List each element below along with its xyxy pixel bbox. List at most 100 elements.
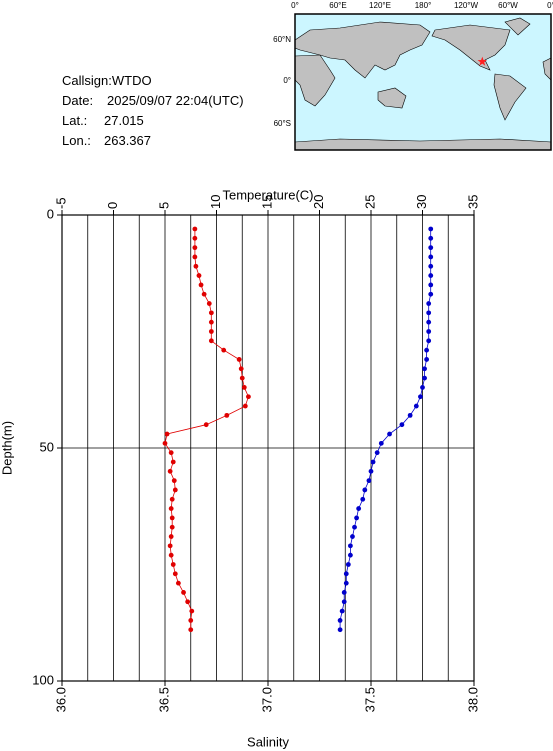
profile-point	[196, 273, 202, 278]
profile-point	[428, 235, 434, 241]
profile-point	[428, 245, 434, 251]
land	[504, 17, 531, 36]
profile-point	[407, 412, 413, 418]
profile-point	[208, 338, 214, 344]
profile-point	[172, 571, 178, 577]
profile-point	[387, 431, 392, 437]
profile-point	[167, 543, 173, 549]
profile-point	[181, 590, 186, 595]
profile-point	[162, 440, 168, 446]
land	[294, 21, 431, 79]
map-lon-label: 0°	[291, 1, 299, 10]
profile-point	[339, 608, 345, 614]
land	[294, 138, 552, 151]
x-axis-title: Salinity	[247, 734, 289, 749]
profile-point	[206, 301, 212, 306]
profile-point	[175, 580, 181, 586]
profile-point	[169, 496, 175, 502]
profile-point	[192, 254, 198, 260]
profile-line	[164, 229, 249, 630]
profile-point	[428, 282, 434, 288]
profile-point	[203, 422, 209, 428]
x2-tick-label: 0	[105, 202, 120, 209]
profile-point	[428, 226, 434, 232]
map-lon-label: 120°E	[369, 1, 391, 10]
profile-point	[193, 263, 199, 269]
profile-point	[192, 245, 198, 251]
map-lon-label: 0°	[547, 1, 553, 10]
profile-point	[168, 552, 174, 558]
profile-point	[343, 580, 349, 586]
profile-point	[366, 478, 372, 484]
profile-point	[239, 375, 245, 381]
profile-point	[426, 338, 432, 344]
y-axis-title: Depth(m)	[0, 421, 14, 475]
land	[431, 24, 511, 71]
profile-point	[422, 366, 427, 372]
x-tick-label: 38.0	[465, 687, 480, 712]
x2-tick-label: 35	[465, 195, 480, 209]
profile-point	[201, 291, 207, 297]
map: 0° 60°E 120°E 180° 120°W 60°W 0° 60°N 0° 60°S	[273, 1, 553, 151]
profile-point	[424, 357, 430, 362]
info-line: Lat.: 27.015	[62, 113, 144, 128]
x-tick-label: 37.0	[259, 687, 274, 712]
map-lat-label: 60°N	[273, 35, 291, 44]
profile-point	[426, 310, 432, 316]
x2-tick-label: 10	[208, 195, 223, 209]
profile-point	[370, 459, 376, 465]
profile-point	[354, 515, 359, 521]
profile-point	[345, 562, 351, 567]
profile-point	[341, 599, 347, 605]
profile-point	[238, 366, 244, 372]
profile-point	[360, 496, 366, 502]
profile-point	[426, 329, 432, 334]
profile-point	[208, 319, 214, 325]
map-lon-label: 120°W	[454, 1, 479, 10]
map-lon-label: 60°W	[498, 1, 518, 10]
profile-point	[428, 254, 434, 260]
land	[377, 87, 407, 109]
x-tick-label: 36.5	[156, 687, 171, 712]
profile-point	[420, 385, 425, 390]
x2-tick-label: 15	[259, 195, 274, 209]
profile-point	[188, 618, 194, 623]
info-label: Date:	[62, 93, 93, 108]
x2-tick-label: 25	[362, 195, 377, 209]
profile-point	[426, 319, 432, 325]
land	[493, 73, 527, 121]
profile-point	[169, 524, 175, 530]
profile-point	[413, 403, 419, 409]
profile-point	[368, 468, 374, 474]
profile-point	[224, 412, 230, 418]
profile-point	[185, 599, 191, 605]
profile-point	[241, 385, 247, 390]
station-marker	[477, 56, 487, 66]
y-tick-label: 100	[32, 672, 54, 687]
profile-point	[189, 608, 195, 614]
profile-point	[242, 403, 248, 409]
profile-point	[170, 459, 176, 465]
map-lat-label: 60°S	[274, 119, 291, 128]
profile-point	[168, 450, 174, 456]
y-tick-label: 0	[47, 206, 54, 221]
info-block: Callsign:WTDO Date: 2025/09/07 22:04(UTC)…	[62, 73, 244, 148]
profile-point	[208, 329, 214, 334]
info-value: 263.367	[104, 133, 151, 148]
profile-point	[164, 431, 170, 437]
profile-point	[350, 534, 355, 539]
profile-point	[236, 357, 242, 362]
x2-tick-label: 5	[156, 202, 171, 209]
profile-point	[168, 534, 174, 539]
y-tick-label: 50	[40, 439, 54, 454]
profile-point	[192, 235, 198, 241]
profile-point	[208, 310, 214, 316]
profile-point	[171, 478, 177, 484]
profile-point	[170, 562, 176, 567]
profile-point	[399, 422, 405, 428]
profile-point	[356, 506, 362, 511]
info-line: Lon.: 263.367	[62, 133, 151, 148]
x-tick-label: 37.5	[362, 687, 377, 712]
profile-line	[339, 229, 432, 630]
